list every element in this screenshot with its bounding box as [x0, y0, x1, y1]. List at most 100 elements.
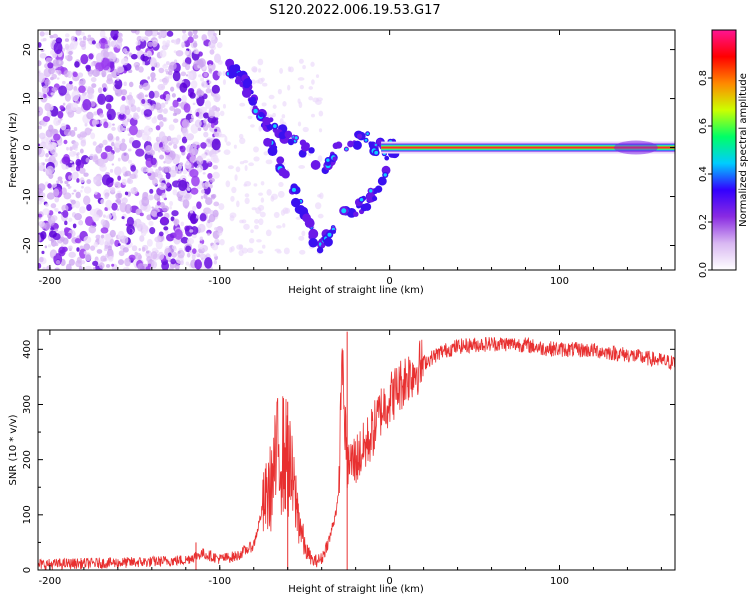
spectrogram-noise-blob — [157, 251, 165, 261]
spectrogram-noise-blob — [200, 77, 205, 82]
spectrogram-noise-blob — [222, 103, 227, 109]
spectrogram-noise-blob — [150, 77, 155, 83]
spectrogram-noise-blob — [77, 220, 83, 226]
spectrogram-noise-blob — [164, 100, 169, 105]
spectrogram-noise-blob — [175, 170, 180, 175]
spectrogram-noise-blob — [158, 154, 165, 160]
spectrogram-ridge-blob — [228, 74, 233, 79]
spectrogram-noise-blob — [78, 80, 85, 87]
spectrogram-noise-blob — [179, 82, 188, 93]
spectrogram-noise-blob — [39, 192, 46, 198]
spectrogram-noise-blob — [109, 168, 114, 173]
spectrogram-noise-blob — [83, 172, 89, 177]
spectrogram-ridge-blob — [335, 141, 343, 149]
spectrogram-noise-blob — [182, 30, 187, 34]
spectrogram-noise-blob — [222, 79, 227, 85]
spectrogram-noise-blob — [239, 219, 244, 224]
spectrogram-noise-blob — [265, 159, 273, 165]
spectrogram-noise-blob — [50, 215, 58, 222]
spectrogram-noise-blob — [235, 166, 241, 173]
spectrogram-noise-blob — [71, 172, 78, 181]
spectrogram-noise-blob — [128, 254, 136, 261]
spectrogram-noise-blob — [184, 57, 192, 65]
spectrogram-noise-blob — [84, 265, 93, 270]
spectrogram-noise-blob — [208, 68, 213, 73]
spectrogram-noise-blob — [114, 166, 122, 176]
spectrogram-noise-blob — [229, 212, 237, 219]
spectrogram-noise-blob — [87, 85, 91, 90]
spectrogram-noise-blob — [39, 31, 45, 37]
spectrogram-noise-blob — [100, 234, 105, 239]
spectrogram-noise-blob — [169, 106, 175, 112]
spectrogram-noise-blob — [202, 182, 209, 190]
spectrogram-ridge-core — [383, 173, 387, 177]
spectrogram-noise-blob — [108, 36, 112, 41]
spectrogram-noise-blob — [82, 99, 92, 111]
spectrogram-noise-blob — [162, 141, 168, 149]
spectrogram-noise-blob — [41, 198, 46, 203]
spectrogram-noise-blob — [171, 245, 177, 250]
spectrogram-noise-blob — [50, 227, 55, 231]
spectrogram-noise-blob — [299, 249, 306, 255]
spectrogram-noise-blob — [173, 144, 178, 150]
spectrogram-noise-blob — [182, 169, 188, 175]
colorbar-tick-label: 0.8 — [698, 70, 709, 86]
spectrogram-noise-blob — [175, 50, 184, 57]
spectrogram-noise-blob — [298, 235, 305, 241]
spectrogram-noise-blob — [50, 92, 55, 96]
spectrogram-noise-blob — [155, 102, 162, 111]
spectrogram-noise-blob — [196, 144, 200, 149]
spectrogram-noise-blob — [146, 167, 154, 174]
spectrogram-noise-blob — [68, 50, 73, 55]
spectrogram-noise-blob — [42, 37, 47, 42]
spectrogram-noise-blob — [51, 184, 56, 189]
spectrogram-noise-blob — [119, 142, 127, 152]
spectrogram-noise-blob — [165, 93, 171, 102]
spectrogram-noise-blob — [105, 254, 108, 258]
spectrogram-noise-blob — [129, 228, 133, 234]
spectrogram-noise-blob — [315, 99, 322, 105]
spectrogram-noise-blob — [171, 93, 176, 98]
spectrogram-noise-blob — [110, 186, 116, 193]
spectrogram-noise-blob — [44, 245, 48, 249]
spectrogram-noise-blob — [185, 133, 194, 141]
spectrogram-noise-blob — [173, 118, 179, 123]
spectrogram-noise-blob — [272, 104, 277, 109]
spectrogram-noise-blob — [87, 92, 93, 100]
spectrogram-noise-blob — [52, 59, 59, 67]
spectrogram-noise-blob — [58, 211, 62, 214]
spectrogram-noise-blob — [182, 127, 189, 137]
spectrogram-noise-blob — [167, 71, 173, 76]
spectrogram-noise-blob — [121, 152, 130, 162]
snr-axes: -200 -100 0 100 0 100 200 300 400 — [22, 330, 675, 587]
spectrogram-noise-blob — [230, 245, 235, 252]
spectrogram-noise-blob — [153, 77, 157, 81]
spectrogram-noise-blob — [111, 141, 115, 147]
spectrogram-noise-blob — [295, 216, 302, 220]
spectrogram-noise-blob — [308, 86, 314, 90]
spectrogram-noise-blob — [156, 201, 161, 206]
spectrogram-ridge-blob — [298, 149, 307, 158]
spectrogram-noise-blob — [146, 238, 153, 247]
spectrogram-noise-blob — [146, 214, 153, 221]
snr-xlabel: Height of straight line (km) — [288, 584, 424, 595]
spectrogram-noise-blob — [117, 259, 125, 265]
spectrogram-noise-blob — [38, 162, 41, 168]
colorbar-tick-label: 0.4 — [698, 166, 709, 182]
spectrogram-noise-blob — [196, 155, 204, 166]
spectrogram-noise-blob — [170, 216, 175, 222]
spectrogram-noise-blob — [81, 96, 86, 101]
spectrogram-noise-blob — [70, 102, 79, 112]
spectrogram-ridge-core — [368, 189, 373, 193]
spectrogram-noise-blob — [153, 115, 157, 120]
spectrogram-noise-blob — [153, 142, 161, 152]
spectrogram-noise-blob — [130, 164, 136, 172]
spectrogram-noise-blob — [87, 34, 92, 38]
spectrogram-noise-blob — [203, 119, 208, 124]
spectrogram-noise-blob — [57, 119, 62, 123]
spectrogram-ridge-core — [294, 136, 298, 140]
spectrogram-noise-blob — [317, 213, 324, 219]
spectrogram-ridge-core — [366, 132, 369, 136]
snr-ytick-label: 400 — [22, 340, 33, 359]
